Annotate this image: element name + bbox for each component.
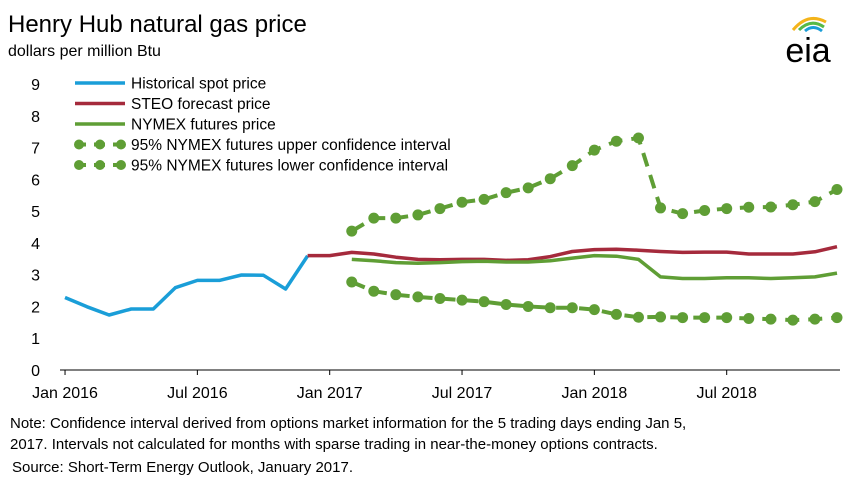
series-marker <box>544 173 556 185</box>
x-tick-label: Jul 2018 <box>696 385 757 402</box>
y-tick-label: 7 <box>31 141 40 158</box>
logo-arc <box>797 21 825 32</box>
series-marker <box>588 304 600 316</box>
series-marker <box>522 300 534 312</box>
series-marker <box>787 199 799 211</box>
legend-marker <box>74 139 84 150</box>
series-marker <box>566 302 578 314</box>
series-marker <box>743 201 755 213</box>
series-marker <box>677 312 689 324</box>
series-marker <box>655 202 667 214</box>
series-marker <box>544 302 556 314</box>
legend-label: NYMEX futures price <box>131 117 276 134</box>
series-line <box>64 254 310 317</box>
chart-subtitle: dollars per million Btu <box>8 43 161 60</box>
series-marker <box>456 196 468 208</box>
series-marker <box>632 311 644 323</box>
series-marker <box>765 201 777 213</box>
legend-label: 95% NYMEX futures upper confidence inter… <box>131 137 451 154</box>
series-marker <box>655 311 667 323</box>
note-line: Note: Confidence interval derived from o… <box>10 415 686 432</box>
series-marker <box>743 313 755 325</box>
series-marker <box>456 294 468 306</box>
series-marker <box>368 212 380 224</box>
series-marker <box>610 135 622 147</box>
series-marker <box>721 312 733 324</box>
series-marker <box>787 314 799 326</box>
series-marker <box>765 313 777 325</box>
series-marker <box>478 296 490 308</box>
y-tick-label: 5 <box>31 204 40 221</box>
series-marker <box>412 291 424 303</box>
legend-label: 95% NYMEX futures lower confidence inter… <box>131 158 448 175</box>
series-marker <box>412 209 424 221</box>
y-tick-label: 1 <box>31 331 40 348</box>
series-marker <box>699 312 711 324</box>
legend-marker <box>116 160 126 170</box>
series-marker <box>346 225 358 237</box>
series-marker <box>809 196 821 208</box>
legend-marker <box>95 139 105 150</box>
y-tick-label: 8 <box>31 109 40 126</box>
y-tick-label: 0 <box>31 363 40 380</box>
legend-marker <box>74 160 84 170</box>
series-marker <box>390 289 402 301</box>
note-line: 2017. Intervals not calculated for month… <box>10 436 658 453</box>
series-marker <box>522 182 534 194</box>
series-marker <box>434 293 446 304</box>
logo-arc <box>791 16 827 31</box>
series-marker <box>500 187 512 199</box>
legend-label: Historical spot price <box>131 76 266 93</box>
chart-title: Henry Hub natural gas price <box>8 11 307 38</box>
y-tick-label: 2 <box>31 299 40 316</box>
logo-text: eia <box>785 32 830 70</box>
y-tick-label: 9 <box>31 77 40 94</box>
legend-marker <box>95 160 105 170</box>
series-marker <box>478 193 490 205</box>
x-tick-label: Jul 2016 <box>167 385 228 402</box>
logo: eia <box>785 16 831 70</box>
x-tick-label: Jan 2017 <box>297 385 363 402</box>
series-line <box>351 253 838 281</box>
series-marker <box>809 313 821 325</box>
x-tick-label: Jan 2016 <box>32 385 98 402</box>
series-marker <box>566 160 578 172</box>
series-marker <box>368 285 380 297</box>
series-marker <box>677 208 689 220</box>
legend-marker <box>116 139 126 150</box>
series-marker <box>699 204 711 216</box>
series-marker <box>632 132 644 144</box>
y-tick-label: 6 <box>31 172 40 189</box>
series-marker <box>831 312 843 324</box>
logo-arc <box>804 26 823 33</box>
x-tick-label: Jul 2017 <box>432 385 493 402</box>
legend-label: STEO forecast price <box>131 96 271 113</box>
y-tick-label: 4 <box>31 236 40 253</box>
series-marker <box>500 299 512 311</box>
source: Source: Short-Term Energy Outlook, Janua… <box>12 459 353 476</box>
series-marker <box>434 203 446 215</box>
series-marker <box>390 212 402 224</box>
series-marker <box>721 203 733 215</box>
series-line <box>307 244 838 263</box>
x-tick-label: Jan 2018 <box>561 385 627 402</box>
series-marker <box>346 276 358 288</box>
series-marker <box>831 184 843 196</box>
series-marker <box>588 144 600 156</box>
y-tick-label: 3 <box>31 268 40 285</box>
series-marker <box>610 308 622 320</box>
